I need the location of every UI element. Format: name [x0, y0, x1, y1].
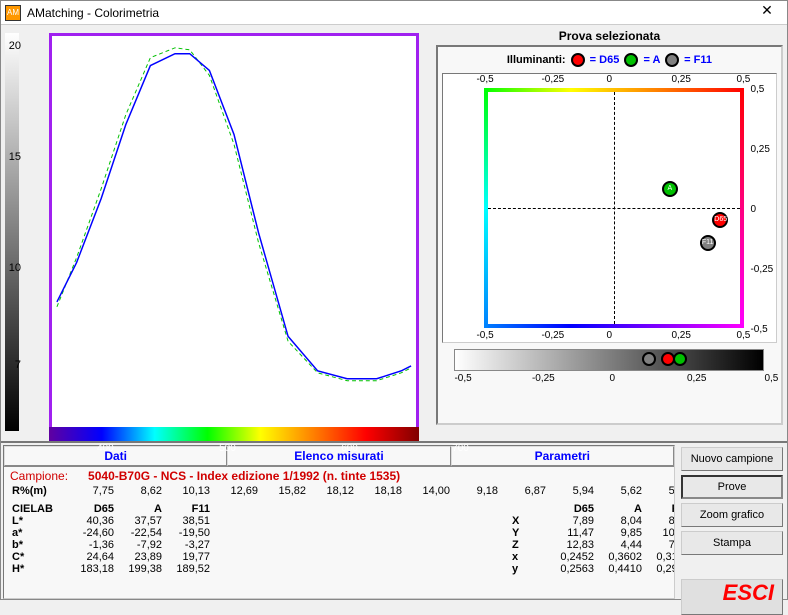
ratio-val: 6,87: [500, 485, 548, 497]
gray-gradient-horizontal: [454, 349, 764, 371]
illum-dot-f11: [665, 53, 679, 67]
chromaticity-diagram: AD65F11 -0,5-0,50,5-0,25-0,250,250000,25…: [442, 73, 777, 343]
table-row: b*-1,36-7,92-3,27Z12,834,447,54: [4, 539, 675, 551]
ratio-val: 12,69: [212, 485, 260, 497]
cs-tick-top: -0,5: [476, 74, 493, 85]
table-row: C*24,6423,8919,77x0,24520,36020,3168: [4, 551, 675, 563]
gray-gradient-vertical: [5, 33, 19, 431]
col-header: A: [116, 503, 164, 515]
window-title: AMatching - Colorimetria: [27, 6, 751, 20]
prova-panel: Prova selezionata Illuminanti: = D65 = A…: [432, 25, 787, 441]
col-header: F11: [644, 503, 675, 515]
close-icon[interactable]: ✕: [751, 2, 783, 24]
y-tick: 10: [9, 262, 21, 274]
tab-dati[interactable]: Dati: [4, 446, 227, 466]
cs-tick-right: 0,25: [750, 144, 769, 155]
x-tick: 400: [97, 443, 114, 454]
y-tick: 7: [15, 359, 21, 371]
illum-label-f11: = F11: [681, 54, 712, 66]
ratio-val: 10,13: [164, 485, 212, 497]
ratio-val: 9,18: [452, 485, 500, 497]
cs-tick-right: 0,5: [750, 84, 764, 95]
gray-tick: 0,25: [687, 373, 706, 384]
ratio-val: 7,75: [68, 485, 116, 497]
campione-label: Campione:: [10, 469, 68, 483]
ratio-val: 18,12: [308, 485, 356, 497]
cs-tick-right: 0: [750, 204, 756, 215]
nuovo-campione-button[interactable]: Nuovo campione: [681, 447, 783, 471]
spectrum-bar: 400500600700: [49, 427, 419, 441]
x-tick: 600: [341, 443, 358, 454]
button-column: Nuovo campione Prove Zoom grafico Stampa…: [677, 443, 787, 601]
col-header: D65: [68, 503, 116, 515]
x-tick: 700: [452, 443, 469, 454]
ratio-val: 18,18: [356, 485, 404, 497]
cs-tick-right: -0,25: [750, 264, 773, 275]
table-row: L*40,3637,5738,51X7,898,048,31: [4, 515, 675, 527]
app-icon: AM: [5, 5, 21, 21]
spectral-chart: [49, 33, 419, 431]
stampa-button[interactable]: Stampa: [681, 531, 783, 555]
y-tick: 15: [9, 151, 21, 163]
gray-tick: -0,5: [454, 373, 471, 384]
ratio-val: 5,62: [596, 485, 644, 497]
gray-point-a: [673, 352, 687, 366]
col-header: F11: [164, 503, 212, 515]
cs-tick-bottom: 0: [606, 330, 612, 341]
cielab-header: CIELAB: [8, 503, 68, 515]
esci-button[interactable]: ESCI: [681, 579, 783, 615]
col-header: D65: [548, 503, 596, 515]
ratio-label: R%(m): [8, 485, 68, 497]
cs-tick-top: 0: [606, 74, 612, 85]
titlebar: AM AMatching - Colorimetria ✕: [1, 1, 787, 25]
cs-tick-top: -0,25: [541, 74, 564, 85]
ratio-val: 8,62: [116, 485, 164, 497]
tab-elenco-misurati[interactable]: Elenco misurati: [227, 446, 450, 466]
chrom-point-f11: F11: [700, 235, 716, 251]
illuminanti-row: Illuminanti: = D65 = A = F11: [440, 49, 779, 71]
prova-title: Prova selezionata: [436, 29, 783, 43]
ratio-val: 14,00: [404, 485, 452, 497]
illum-dot-a: [624, 53, 638, 67]
prove-button[interactable]: Prove: [681, 475, 783, 499]
illum-label-d65: = D65: [587, 54, 623, 66]
chrom-point-d65: D65: [712, 212, 728, 228]
ratio-val: 5,94: [548, 485, 596, 497]
x-tick: 500: [219, 443, 236, 454]
cs-tick-top: 0,5: [736, 74, 750, 85]
gray-point-f11: [642, 352, 656, 366]
cs-tick-top: 0,25: [671, 74, 690, 85]
cs-tick-bottom: 0,25: [671, 330, 690, 341]
campione-value: 5040-B70G - NCS - Index edizione 1/1992 …: [88, 469, 400, 483]
cs-tick-bottom: -0,5: [476, 330, 493, 341]
zoom-grafico-button[interactable]: Zoom grafico: [681, 503, 783, 527]
spectral-panel: 20 15 10 7 400500600700: [1, 25, 432, 441]
cs-tick-bottom: -0,25: [541, 330, 564, 341]
col-header: A: [596, 503, 644, 515]
tab-parametri[interactable]: Parametri: [451, 446, 674, 466]
data-area: DatiElenco misuratiParametri Campione: 5…: [3, 445, 675, 599]
table-row: a*-24,60-22,54-19,50Y11,479,8510,38: [4, 527, 675, 539]
illum-label-a: = A: [640, 54, 663, 66]
ratio-val: 5,68: [644, 485, 675, 497]
illum-dot-d65: [571, 53, 585, 67]
y-tick: 20: [9, 40, 21, 52]
cs-tick-right: -0,5: [750, 324, 767, 335]
gray-tick: -0,25: [532, 373, 555, 384]
chrom-point-a: A: [662, 181, 678, 197]
ratio-val: 15,82: [260, 485, 308, 497]
gray-tick: 0: [609, 373, 615, 384]
cs-tick-bottom: 0,5: [736, 330, 750, 341]
table-row: H*183,18199,38189,52y0,25630,44100,2956: [4, 563, 675, 575]
illum-label: Illuminanti:: [507, 54, 566, 66]
gray-tick: 0,5: [764, 373, 778, 384]
